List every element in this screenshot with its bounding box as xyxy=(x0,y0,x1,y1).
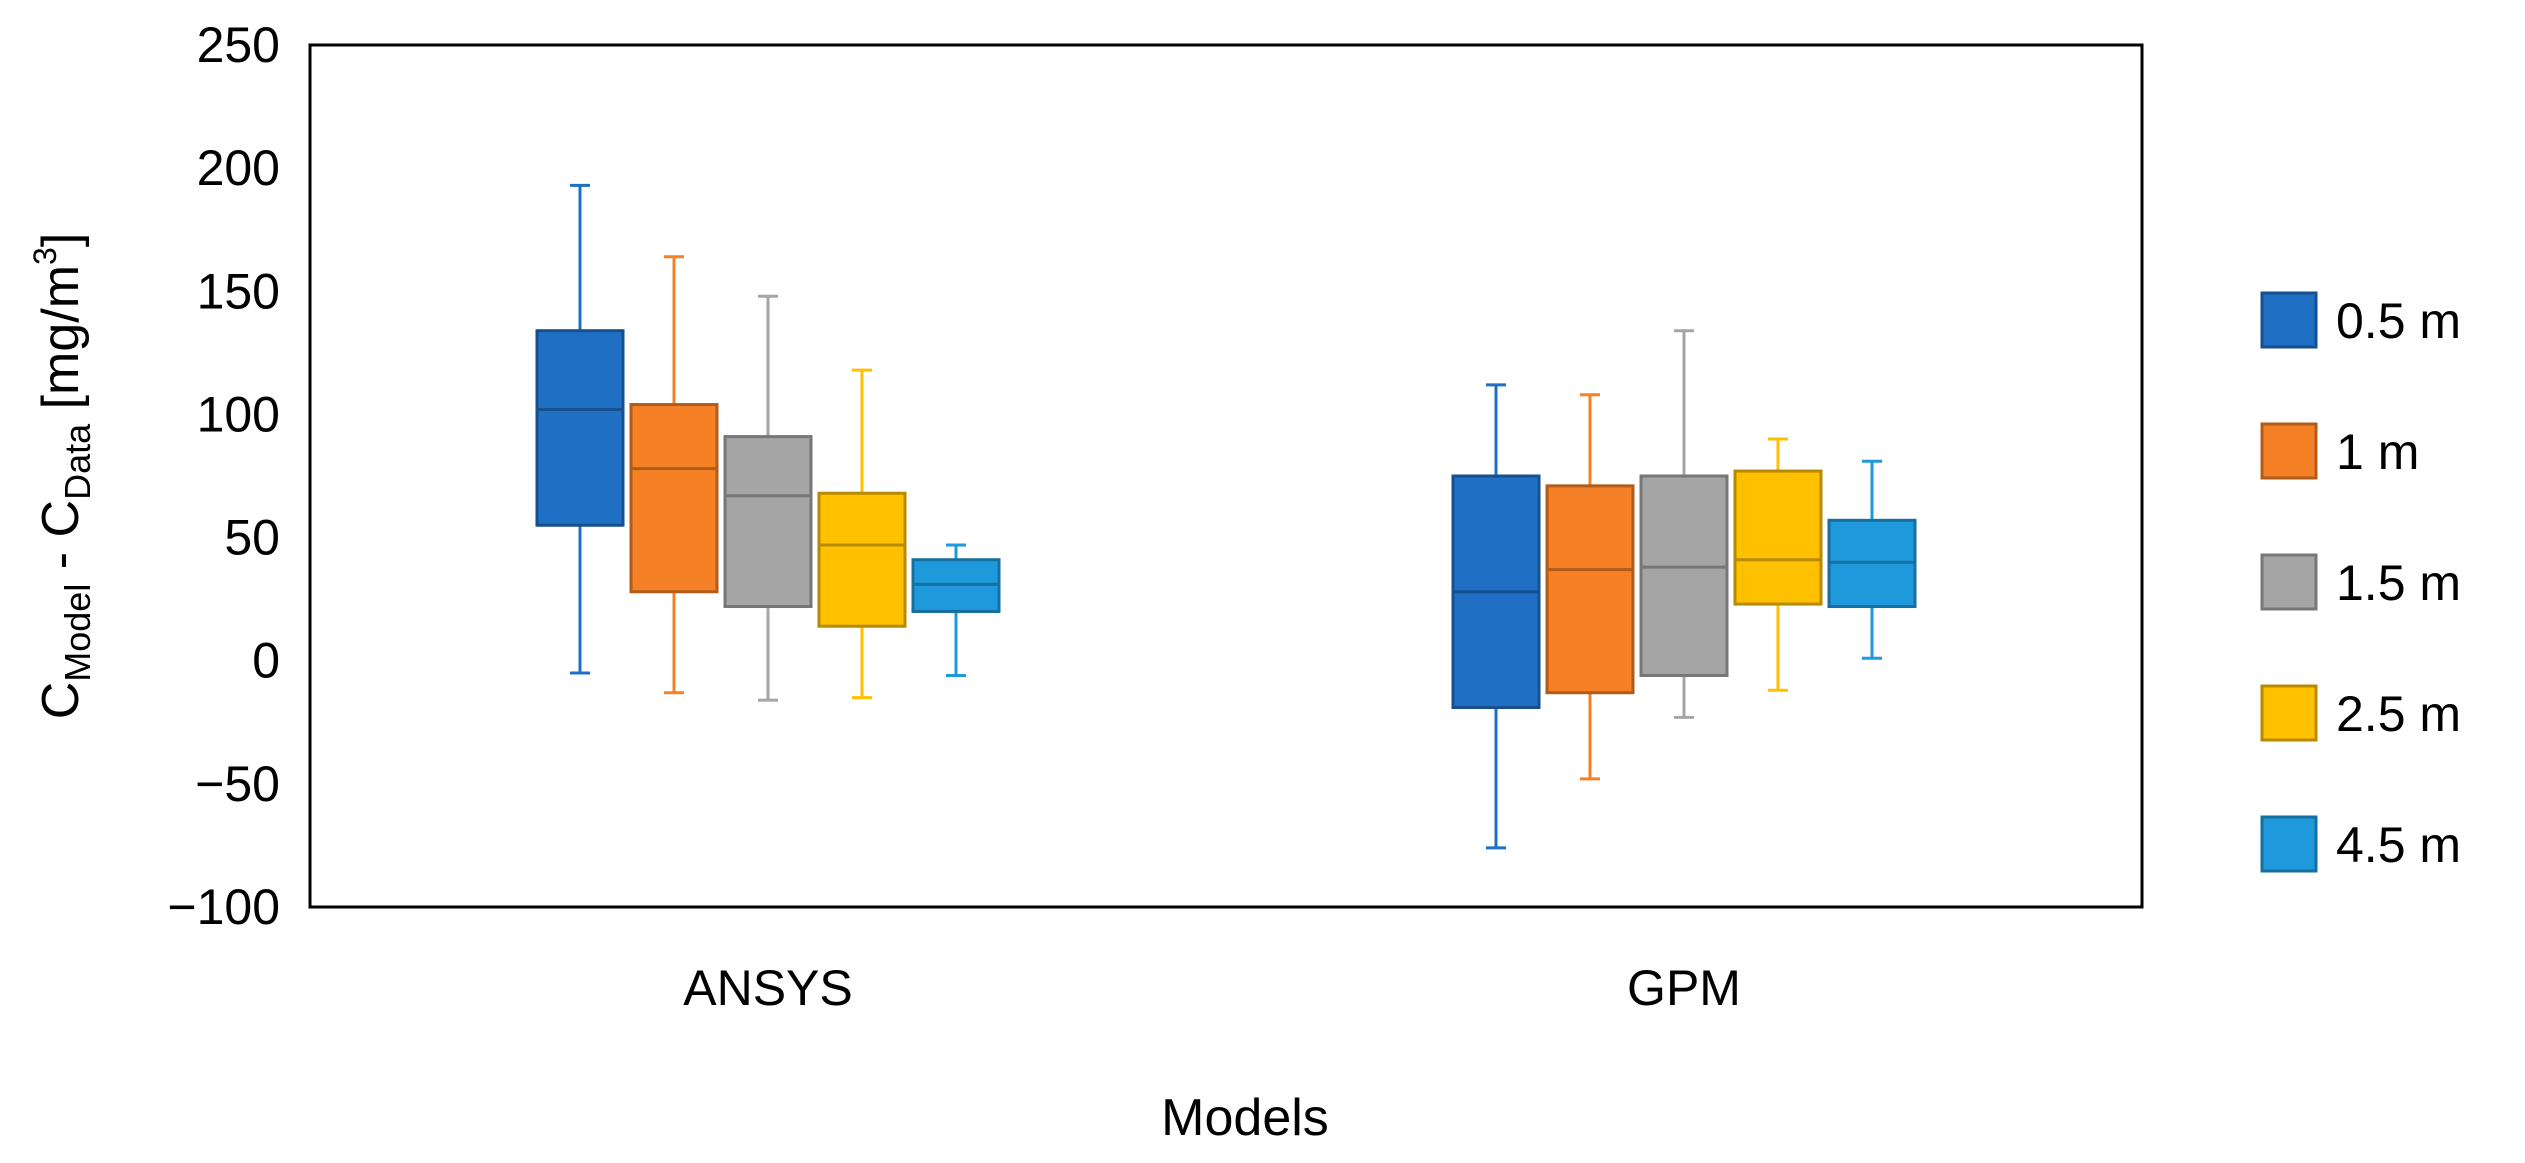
legend-item: 1 m xyxy=(2260,422,2419,480)
box-iqr xyxy=(629,403,719,594)
box-gpm-1m xyxy=(1545,393,1635,781)
legend-swatch xyxy=(2260,422,2318,480)
legend: 0.5 m 1 m 1.5 m 2.5 m 4.5 m xyxy=(2260,291,2461,873)
box-iqr xyxy=(1733,469,1823,606)
box-ansys-1m xyxy=(629,255,719,695)
svg-text:CModel - CData [mg/m3]: CModel - CData [mg/m3] xyxy=(27,233,98,720)
legend-label: 1.5 m xyxy=(2336,555,2461,611)
box-gpm-45m xyxy=(1827,459,1917,660)
y-title-sup: 3 xyxy=(27,247,63,265)
legend-item: 4.5 m xyxy=(2260,815,2461,873)
y-tick-label: 0 xyxy=(252,633,280,689)
y-title-main-2: - C xyxy=(32,500,90,584)
y-tick-label: 50 xyxy=(224,510,280,566)
legend-item: 1.5 m xyxy=(2260,553,2461,611)
x-axis-category-labels: ANSYS GPM xyxy=(683,960,1741,1016)
legend-swatch xyxy=(2260,684,2318,742)
legend-swatch xyxy=(2260,815,2318,873)
legend-item: 2.5 m xyxy=(2260,684,2461,742)
box-ansys-45m xyxy=(911,543,1001,677)
box-ansys-15m xyxy=(723,294,813,702)
y-tick-label: 100 xyxy=(197,386,280,442)
y-tick-label: 150 xyxy=(197,263,280,319)
box-iqr xyxy=(535,329,625,527)
box-iqr xyxy=(817,491,907,628)
legend-label: 4.5 m xyxy=(2336,817,2461,873)
x-category-label: ANSYS xyxy=(683,960,853,1016)
legend-swatch xyxy=(2260,553,2318,611)
box-iqr xyxy=(1639,474,1729,677)
y-tick-label: −50 xyxy=(195,756,280,812)
y-title-unit: [mg/m xyxy=(32,265,90,424)
y-title-unit-end: ] xyxy=(32,233,90,247)
x-category-label: GPM xyxy=(1627,960,1741,1016)
box-gpm-15m xyxy=(1639,329,1729,719)
y-title-sub-1: Model xyxy=(57,584,98,682)
y-axis-title: CModel - CData [mg/m3] xyxy=(27,233,98,720)
plot-area-frame xyxy=(308,43,2144,909)
box-iqr xyxy=(1545,484,1635,695)
box-gpm-05m xyxy=(1451,383,1541,850)
box-iqr xyxy=(723,435,813,609)
legend-label: 0.5 m xyxy=(2336,293,2461,349)
legend-label: 2.5 m xyxy=(2336,686,2461,742)
box-gpm-25m xyxy=(1733,437,1823,692)
y-tick-label: −100 xyxy=(167,879,280,935)
box-series xyxy=(535,183,1917,850)
y-tick-label: 250 xyxy=(197,17,280,73)
legend-label: 1 m xyxy=(2336,424,2419,480)
x-axis-title: Models xyxy=(1161,1089,1329,1147)
y-title-sub-2: Data xyxy=(57,423,98,500)
y-axis-tick-labels: −100 −50 0 50 100 150 200 250 xyxy=(167,17,280,935)
y-tick-label: 200 xyxy=(197,140,280,196)
legend-item: 0.5 m xyxy=(2260,291,2461,349)
box-ansys-25m xyxy=(817,368,907,700)
legend-swatch xyxy=(2260,291,2318,349)
y-title-main-1: C xyxy=(32,682,90,720)
box-ansys-05m xyxy=(535,183,625,675)
